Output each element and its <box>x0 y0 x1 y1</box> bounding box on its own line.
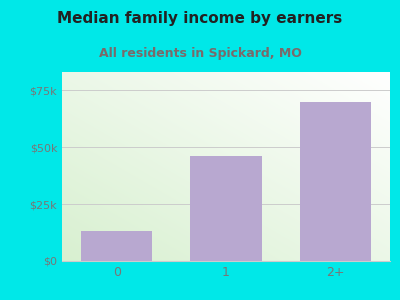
Bar <box>190 156 262 261</box>
Bar <box>81 231 152 261</box>
Bar <box>300 102 371 261</box>
Text: All residents in Spickard, MO: All residents in Spickard, MO <box>98 46 302 59</box>
Text: Median family income by earners: Median family income by earners <box>57 11 343 26</box>
